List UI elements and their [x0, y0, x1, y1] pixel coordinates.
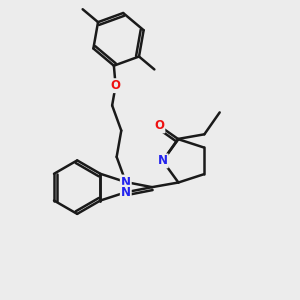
- Text: N: N: [158, 154, 168, 167]
- Text: N: N: [121, 176, 131, 188]
- Text: O: O: [154, 119, 164, 132]
- Text: O: O: [111, 79, 121, 92]
- Text: N: N: [121, 186, 131, 199]
